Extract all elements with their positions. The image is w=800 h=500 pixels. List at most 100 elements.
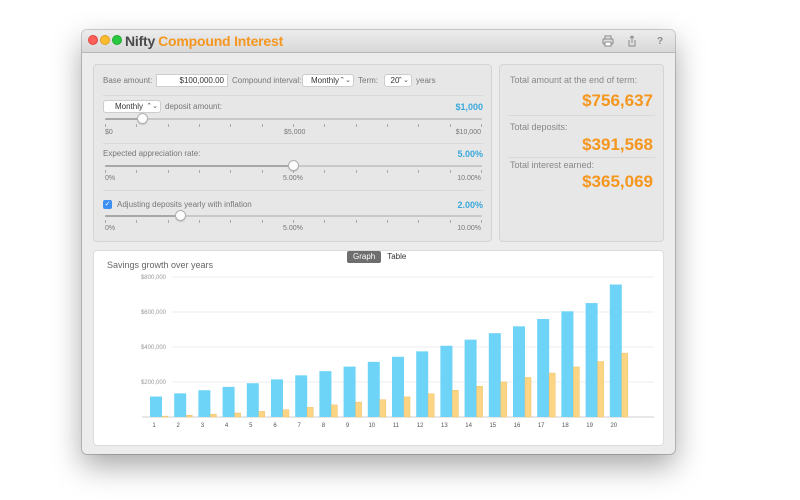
close-window-button[interactable] bbox=[88, 35, 98, 45]
slider-tick bbox=[387, 124, 388, 127]
slider-tick bbox=[481, 220, 482, 223]
y-tick-label: $800,000 bbox=[141, 275, 167, 281]
table-tab[interactable]: Table bbox=[387, 252, 407, 261]
bar-interest bbox=[210, 413, 217, 418]
term-label: Term: bbox=[358, 76, 378, 85]
x-tick-label: 10 bbox=[368, 423, 375, 429]
bar-total-amount bbox=[174, 393, 187, 417]
chart-title: Savings growth over years bbox=[107, 260, 214, 270]
bar-interest bbox=[331, 404, 338, 418]
graph-tab[interactable]: Graph bbox=[347, 251, 382, 263]
bar-interest bbox=[548, 372, 556, 418]
deposit-slider-track[interactable] bbox=[105, 118, 482, 120]
zoom-window-button[interactable] bbox=[112, 35, 122, 45]
slider-tick bbox=[324, 220, 326, 223]
total-deposits-value: $391,568 bbox=[582, 135, 653, 154]
x-tick-label: 1 bbox=[152, 423, 156, 429]
graph-panel: Graph Table Savings growth over years $2… bbox=[93, 250, 664, 446]
summary-panel: Total amount at the end of term: $756,63… bbox=[499, 64, 664, 242]
x-tick-label: 16 bbox=[514, 423, 521, 429]
x-tick-label: 15 bbox=[489, 423, 496, 429]
inflation-tick-mid: 5.00% bbox=[283, 225, 303, 232]
bar-interest bbox=[161, 415, 169, 418]
x-tick-label: 12 bbox=[417, 423, 424, 429]
bar-total-amount bbox=[585, 303, 598, 417]
app-title-part2: Compound Interest bbox=[158, 33, 284, 49]
deposit-tick-max: $10,000 bbox=[455, 129, 481, 136]
compound-interval-label: Compound interval: bbox=[232, 76, 302, 85]
slider-tick bbox=[136, 124, 138, 127]
slider-tick bbox=[293, 170, 294, 173]
total-deposits-label: Total deposits: bbox=[510, 122, 568, 132]
compound-interval-select[interactable]: Monthly ⌃⌄ bbox=[302, 74, 354, 87]
chevron-updown-icon: ⌃⌄ bbox=[397, 77, 409, 84]
deposit-slider-knob[interactable] bbox=[137, 113, 149, 124]
bar-interest bbox=[524, 377, 532, 418]
inflation-checkbox[interactable]: ✓ bbox=[103, 200, 112, 209]
total-amount-value: $756,637 bbox=[582, 91, 653, 110]
bar-interest bbox=[476, 385, 483, 418]
slider-tick bbox=[449, 124, 451, 127]
app-title: Nifty Compound Interest bbox=[125, 33, 283, 49]
deposit-frequency-select[interactable]: Monthly ⌃⌄ bbox=[103, 100, 161, 113]
bar-total-amount bbox=[222, 386, 235, 417]
bar-interest bbox=[306, 407, 314, 418]
y-tick-label: $400,000 bbox=[141, 345, 167, 351]
bar-total-amount bbox=[271, 379, 283, 417]
print-icon[interactable] bbox=[601, 35, 615, 49]
x-tick-label: 11 bbox=[393, 423, 400, 429]
slider-tick bbox=[355, 170, 357, 173]
bar-interest bbox=[427, 393, 435, 418]
inflation-tick-min: 0% bbox=[105, 225, 116, 232]
slider-tick bbox=[261, 220, 263, 223]
slider-tick bbox=[230, 220, 232, 223]
x-tick-label: 13 bbox=[441, 423, 448, 429]
inflation-value: 2.00% bbox=[457, 200, 483, 210]
slider-tick bbox=[167, 124, 169, 127]
bar-total-amount bbox=[464, 339, 477, 417]
deposit-frequency-value: Monthly bbox=[114, 102, 143, 111]
x-tick-label: 7 bbox=[298, 423, 302, 429]
bar-total-amount bbox=[367, 361, 380, 417]
view-toggle: Graph Table bbox=[347, 251, 412, 263]
slider-tick bbox=[449, 170, 451, 173]
y-tick-label: $600,000 bbox=[141, 310, 167, 316]
base-amount-label: Base amount: bbox=[103, 76, 153, 85]
slider-tick bbox=[105, 170, 106, 173]
x-tick-label: 18 bbox=[562, 423, 569, 429]
slider-tick bbox=[418, 220, 420, 223]
x-tick-label: 17 bbox=[538, 423, 545, 429]
app-title-part1: Nifty bbox=[125, 33, 156, 49]
bar-total-amount bbox=[295, 375, 308, 417]
total-interest-value: $365,069 bbox=[582, 172, 653, 191]
base-amount-input[interactable]: $100,000.00 bbox=[156, 74, 228, 87]
minimize-window-button[interactable] bbox=[100, 35, 110, 45]
slider-tick bbox=[293, 220, 294, 223]
bar-interest bbox=[597, 361, 604, 418]
divider bbox=[103, 190, 483, 191]
total-interest-label: Total interest earned: bbox=[510, 160, 595, 170]
slider-tick bbox=[199, 220, 200, 223]
compound-interval-value: Monthly bbox=[310, 76, 339, 85]
slider-tick bbox=[355, 124, 357, 127]
slider-tick bbox=[136, 170, 138, 173]
x-tick-label: 4 bbox=[225, 423, 229, 429]
inflation-slider-knob[interactable] bbox=[174, 210, 186, 221]
deposit-tick-min: $0 bbox=[105, 129, 113, 136]
slider-tick bbox=[293, 124, 294, 127]
bar-total-amount bbox=[537, 319, 550, 417]
deposit-tick-mid: $5,000 bbox=[284, 129, 306, 136]
bar-interest bbox=[355, 401, 362, 418]
slider-tick bbox=[230, 170, 232, 173]
help-icon[interactable]: ? bbox=[656, 36, 664, 47]
share-icon[interactable] bbox=[625, 35, 639, 49]
slider-tick bbox=[261, 124, 263, 127]
x-tick-label: 9 bbox=[346, 423, 350, 429]
inflation-slider-track[interactable] bbox=[105, 215, 482, 217]
inflation-tick-max: 10.00% bbox=[457, 225, 481, 232]
inflation-slider-fill bbox=[105, 215, 181, 217]
term-select[interactable]: 20 ⌃⌄ bbox=[384, 74, 412, 87]
divider bbox=[103, 143, 483, 144]
slider-tick bbox=[355, 220, 357, 223]
bar-total-amount bbox=[246, 383, 259, 417]
